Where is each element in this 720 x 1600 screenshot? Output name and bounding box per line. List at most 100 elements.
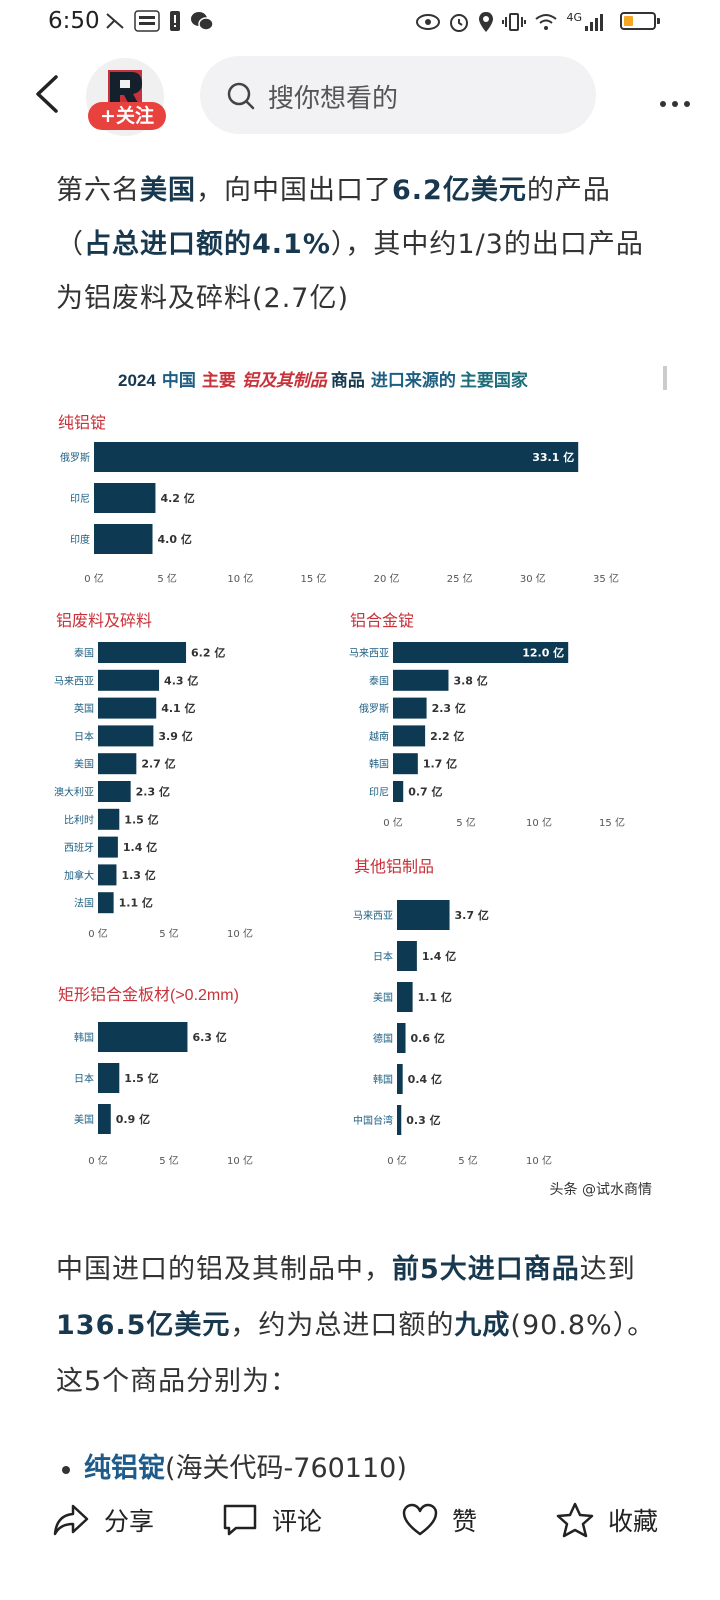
heart-icon — [402, 1503, 438, 1536]
bar — [98, 1104, 111, 1134]
location-icon — [479, 12, 494, 32]
bar — [98, 892, 114, 914]
data-label: 4.2 亿 — [160, 491, 194, 505]
data-label: 1.4 亿 — [123, 840, 157, 854]
category-label: 泰国 — [74, 647, 94, 660]
category-label: 日本 — [74, 1072, 94, 1085]
category-label: 越南 — [369, 730, 389, 743]
category-label: 中国台湾 — [353, 1114, 393, 1127]
data-label: 0.3 亿 — [406, 1113, 440, 1127]
top-bar: +关注 搜你想看的 — [0, 52, 720, 142]
category-label: 美国 — [373, 991, 393, 1004]
tick-label: 0 亿 — [88, 1154, 108, 1167]
search-placeholder: 搜你想看的 — [268, 84, 399, 114]
bar — [393, 697, 427, 719]
notification-icon — [106, 13, 124, 29]
share-button[interactable]: 分享 — [52, 1502, 154, 1538]
panel-title: 其他铝制品 — [354, 858, 434, 876]
category-label: 俄罗斯 — [359, 702, 389, 715]
comment-button[interactable]: 评论 — [222, 1502, 322, 1538]
tick-label: 10 亿 — [227, 1154, 253, 1167]
like-button[interactable]: 赞 — [402, 1502, 477, 1538]
category-label: 印尼 — [70, 493, 90, 505]
tick-label: 5 亿 — [157, 572, 177, 585]
bar — [98, 781, 131, 802]
category-label: 澳大利亚 — [54, 786, 94, 799]
data-label: 4.3 亿 — [164, 673, 198, 687]
tick-label: 10 亿 — [227, 927, 253, 940]
bar — [98, 836, 118, 858]
bar — [98, 725, 154, 747]
signal-icon — [585, 14, 603, 31]
data-label: 1.1 亿 — [119, 896, 153, 910]
wechat-icon — [191, 12, 214, 31]
alert-icon — [170, 11, 180, 31]
bar — [397, 1023, 406, 1053]
bar — [98, 697, 157, 719]
data-label: 0.6 亿 — [411, 1031, 445, 1045]
category-label: 加拿大 — [64, 869, 94, 882]
data-label: 0.7 亿 — [408, 785, 442, 799]
data-label: 3.9 亿 — [158, 729, 192, 743]
data-label: 12.0 亿 — [522, 646, 564, 660]
tick-label: 10 亿 — [227, 572, 253, 585]
data-label: 1.5 亿 — [124, 1071, 158, 1085]
category-label: 印尼 — [369, 787, 389, 799]
share-icon — [53, 1504, 89, 1536]
system-icons: 4G — [416, 11, 658, 33]
category-label: 韩国 — [373, 1073, 393, 1086]
network-type-label: 4G — [566, 10, 582, 24]
bar — [397, 900, 450, 930]
tick-label: 0 亿 — [84, 572, 104, 585]
data-label: 4.0 亿 — [158, 532, 192, 546]
bar — [393, 725, 426, 747]
category-label: 日本 — [373, 950, 393, 963]
follow-button[interactable]: +关注 — [88, 102, 166, 130]
search-icon — [227, 82, 255, 110]
bar — [397, 1105, 402, 1135]
bar — [94, 524, 153, 554]
star-icon — [556, 1502, 594, 1538]
category-label: 泰国 — [369, 674, 389, 687]
bar — [393, 642, 569, 663]
category-label: 韩国 — [369, 758, 389, 771]
app-badge-icon — [134, 10, 160, 32]
article-chart-image[interactable]: 2024 中国 主要 铝及其制品 商品 进口来源的 主要国家 纯铝锭 俄罗斯 33.1 亿印尼 4… — [46, 352, 674, 1212]
tick-label: 25 亿 — [447, 572, 473, 585]
chart-title: 2024 中国 主要 铝及其制品 商品 进口来源的 主要国家 — [118, 370, 528, 390]
bar — [98, 1022, 188, 1052]
data-label: 6.3 亿 — [192, 1030, 226, 1044]
battery-icon — [620, 12, 660, 30]
data-label: 2.3 亿 — [432, 701, 466, 715]
search-bar[interactable]: 搜你想看的 — [200, 56, 596, 134]
bar — [393, 753, 418, 775]
data-label: 1.5 亿 — [124, 812, 158, 826]
bar — [94, 442, 579, 472]
panel-title: 纯铝锭 — [58, 414, 106, 432]
bottom-action-bar: 分享 评论 赞 收藏 — [0, 1492, 720, 1560]
back-arrow-icon[interactable] — [30, 74, 64, 114]
bar — [98, 642, 187, 663]
data-label: 1.3 亿 — [121, 868, 155, 882]
category-label: 英国 — [74, 702, 94, 715]
data-label: 3.7 亿 — [455, 908, 489, 922]
category-label: 德国 — [373, 1032, 393, 1045]
favorite-button[interactable]: 收藏 — [556, 1502, 658, 1538]
tick-label: 5 亿 — [159, 927, 179, 940]
tick-label: 5 亿 — [456, 816, 476, 829]
bar — [393, 781, 404, 802]
category-label: 美国 — [74, 1113, 94, 1126]
more-options-icon[interactable] — [654, 92, 690, 111]
category-label: 韩国 — [74, 1031, 94, 1044]
panel-title: 铝合金锭 — [350, 612, 414, 630]
bar — [98, 753, 137, 775]
panel-title: 铝废料及碎料 — [56, 612, 152, 630]
category-label: 西班牙 — [64, 842, 94, 854]
image-scroll-indicator — [663, 366, 667, 390]
tick-label: 10 亿 — [526, 816, 552, 829]
category-label: 法国 — [74, 897, 94, 910]
status-bar: 6:50 4G — [0, 0, 720, 44]
data-label: 1.4 亿 — [422, 949, 456, 963]
wifi-icon — [535, 14, 558, 30]
tick-label: 10 亿 — [526, 1154, 552, 1167]
